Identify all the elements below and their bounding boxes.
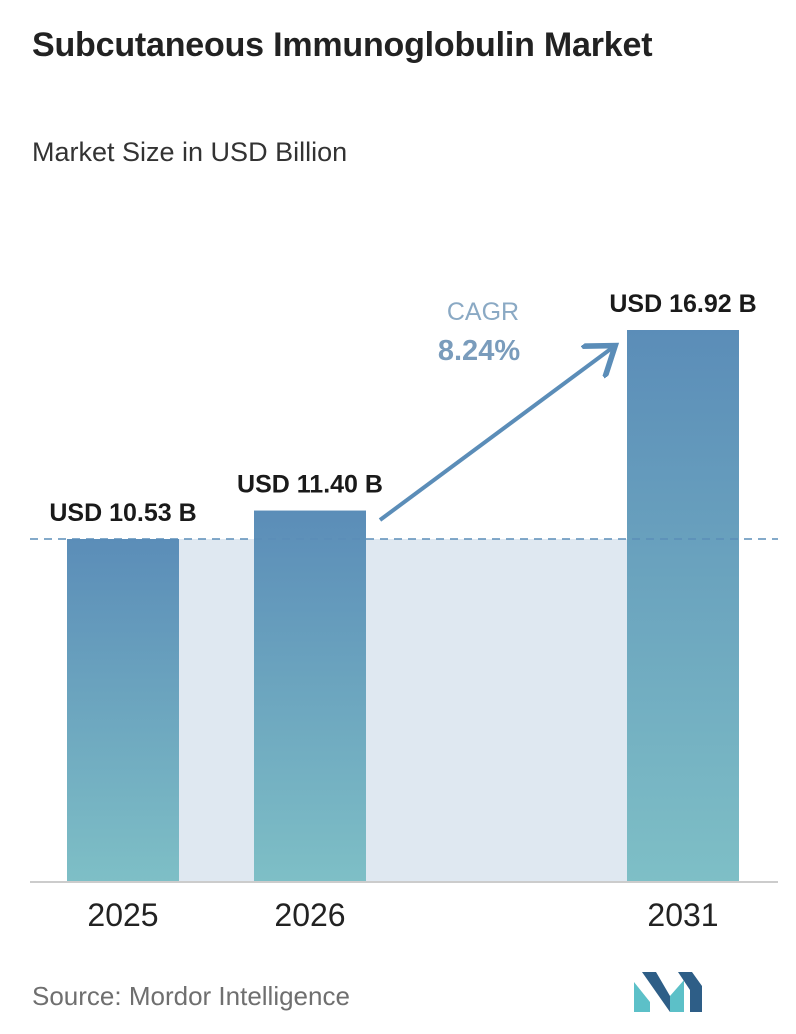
bar-2025: [67, 539, 179, 882]
bar-2031: [627, 330, 739, 882]
x-tick-label-2026: 2026: [274, 897, 345, 933]
mordor-intelligence-logo: [634, 972, 702, 1012]
shaded-band: [366, 539, 627, 882]
bar-2026: [254, 510, 366, 882]
cagr-value: 8.24%: [438, 335, 520, 367]
data-label-2026: USD 11.40 B: [237, 471, 383, 499]
source-note: Source: Mordor Intelligence: [32, 981, 350, 1011]
data-label-2025: USD 10.53 B: [49, 499, 196, 527]
shaded-band: [179, 539, 254, 882]
bar-chart: USD 10.53 B 2025 USD 11.40 B 2026 USD 16.92 …: [30, 290, 778, 933]
x-tick-label-2031: 2031: [647, 897, 718, 933]
cagr-label: CAGR: [447, 298, 519, 326]
chart-subtitle: Market Size in USD Billion: [32, 137, 348, 167]
x-tick-label-2025: 2025: [87, 897, 158, 933]
chart-title: Subcutaneous Immunoglobulin Market: [32, 26, 653, 64]
data-label-2031: USD 16.92 B: [609, 290, 756, 318]
cagr-arrow: [378, 348, 612, 522]
